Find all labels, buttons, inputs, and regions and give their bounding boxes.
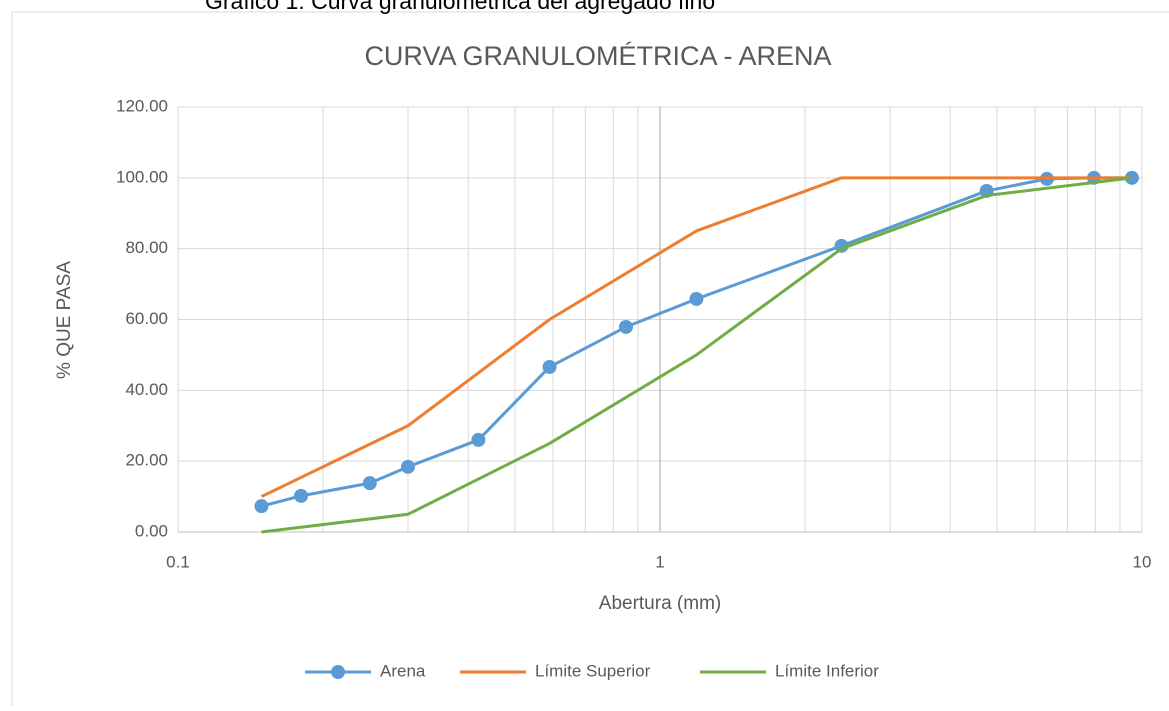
series-line bbox=[261, 176, 1133, 534]
legend-label: Límite Superior bbox=[535, 661, 651, 680]
chart-border bbox=[11, 11, 1169, 711]
data-point bbox=[834, 238, 849, 253]
data-point bbox=[400, 459, 415, 474]
data-point bbox=[471, 432, 486, 447]
y-tick-label: 60.00 bbox=[125, 309, 168, 328]
data-point bbox=[618, 319, 633, 334]
caption: Gráfico 1: Curva granulométrica del agre… bbox=[205, 0, 715, 14]
y-tick-label: 40.00 bbox=[125, 380, 168, 399]
y-tick-label: 80.00 bbox=[125, 238, 168, 257]
legend-label: Límite Inferior bbox=[775, 661, 879, 680]
chart-title: CURVA GRANULOMÉTRICA - ARENA bbox=[364, 41, 831, 71]
x-tick-label: 10 bbox=[1133, 552, 1152, 571]
y-axis-label: % QUE PASA bbox=[54, 261, 75, 379]
y-tick-label: 120.00 bbox=[116, 96, 168, 115]
x-axis-label: Abertura (mm) bbox=[599, 593, 721, 614]
legend-marker bbox=[331, 665, 345, 679]
y-tick-label: 0.00 bbox=[135, 521, 168, 540]
data-point bbox=[254, 499, 269, 514]
y-tick-label: 100.00 bbox=[116, 167, 168, 186]
data-point bbox=[542, 359, 557, 374]
x-tick-label: 0.1 bbox=[166, 552, 190, 571]
data-point bbox=[294, 488, 309, 503]
legend-label: Arena bbox=[380, 661, 426, 680]
x-tick-label: 1 bbox=[655, 552, 664, 571]
data-point bbox=[689, 291, 704, 306]
series-line bbox=[261, 176, 1132, 508]
data-point bbox=[362, 476, 377, 491]
series-line bbox=[260, 176, 1132, 498]
y-tick-label: 20.00 bbox=[125, 451, 168, 470]
